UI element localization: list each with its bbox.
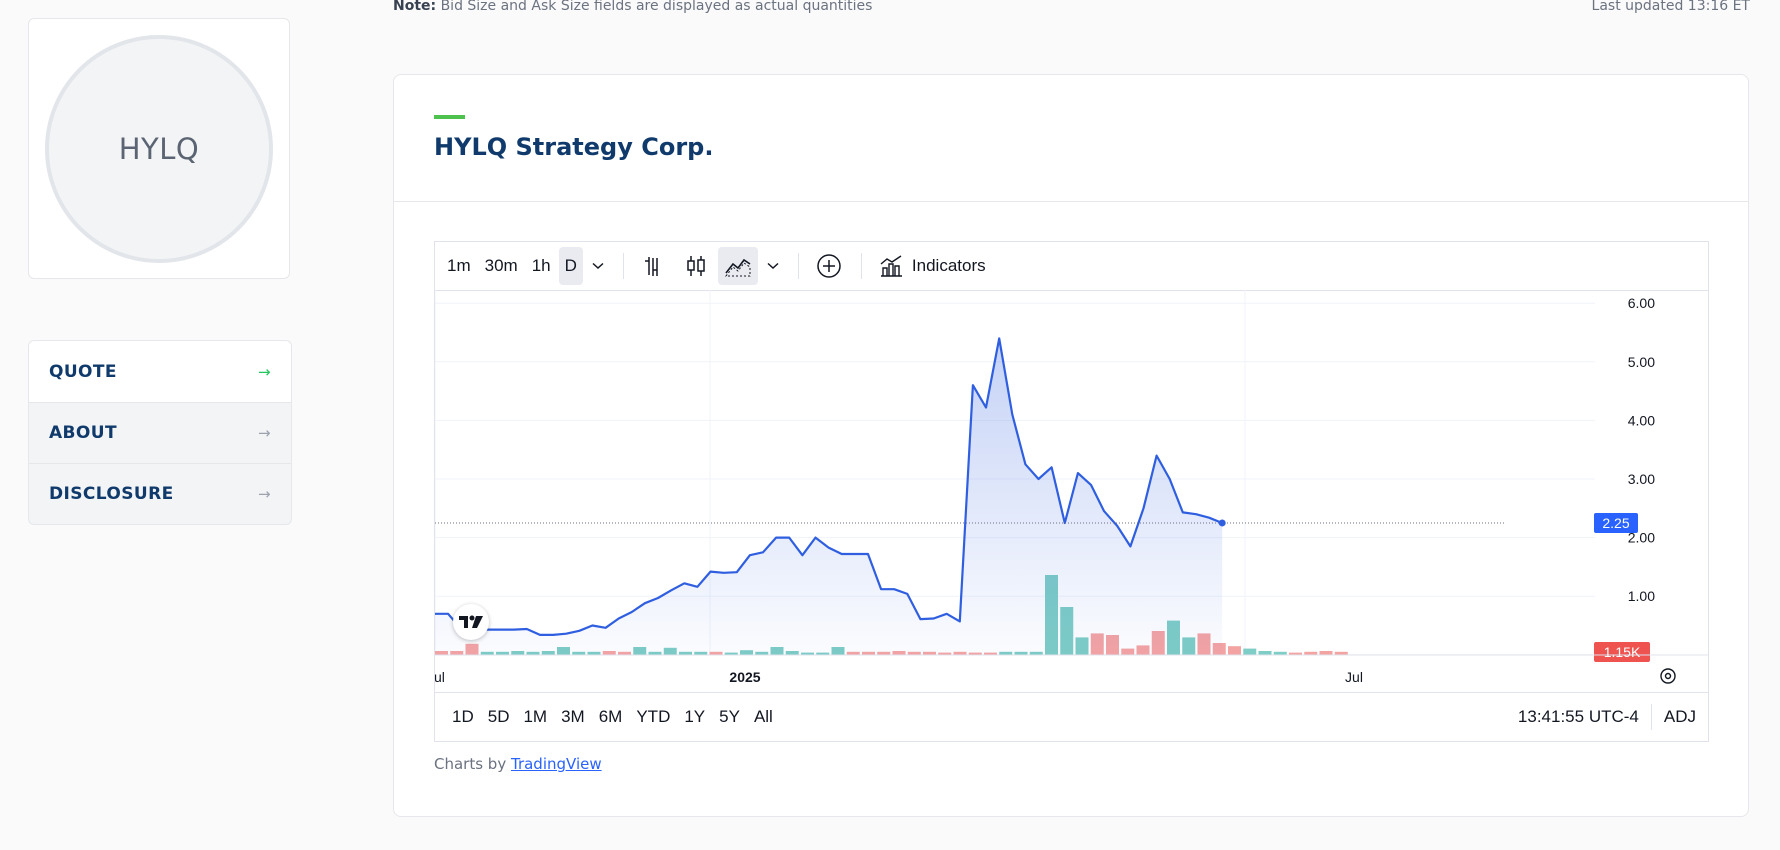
volume-bar	[1258, 651, 1272, 655]
y-tick-label: 5.00	[1628, 354, 1655, 370]
current-time[interactable]: 13:41:55 UTC-4	[1517, 707, 1639, 726]
title-accent	[434, 115, 465, 119]
tradingview-logo-icon	[459, 615, 483, 628]
range-bar: 1D 5D 1M 3M 6M YTD 1Y 5Y All 13:41:55 UT…	[435, 692, 1708, 741]
tradingview-link[interactable]: TradingView	[510, 755, 602, 773]
indicators-icon	[880, 255, 902, 277]
interval-d[interactable]: D	[558, 247, 583, 285]
side-nav: QUOTE → ABOUT → DISCLOSURE →	[28, 340, 292, 525]
company-title: HYLQ Strategy Corp.	[434, 133, 714, 161]
chart-toolbar: 1m 30m 1h D	[435, 242, 1708, 291]
y-tick-label: 4.00	[1628, 412, 1655, 428]
price-area-fill	[435, 338, 1223, 655]
y-tick-label: 2.00	[1628, 530, 1655, 546]
area-chart-type-button[interactable]	[717, 247, 758, 285]
range-6m[interactable]: 6M	[598, 707, 623, 726]
chevron-down-icon	[592, 262, 604, 270]
x-tick-label: Jul	[1345, 669, 1363, 685]
bottom-bar-right: 13:41:55 UTC-4 ADJ	[1518, 704, 1708, 730]
company-logo: HYLQ	[45, 35, 273, 263]
candles-chart-type-button[interactable]	[676, 247, 716, 285]
range-5d[interactable]: 5D	[487, 707, 510, 726]
volume-bar	[1273, 651, 1287, 655]
y-tick-label: 6.00	[1628, 295, 1655, 311]
range-1y[interactable]: 1Y	[684, 707, 706, 726]
y-tick-label: 1.00	[1628, 588, 1655, 604]
chart-credits: Charts by TradingView	[434, 755, 602, 773]
last-price-label: 2.25	[1602, 515, 1629, 531]
settings-gear-icon[interactable]	[1660, 668, 1676, 684]
price-line	[435, 337, 1223, 636]
nav-item-about[interactable]: ABOUT →	[29, 402, 291, 463]
bottom-bar-separator	[1650, 704, 1652, 730]
y-tick-label: 3.00	[1628, 471, 1655, 487]
chart-card: HYLQ Strategy Corp. 1m 30m 1h D	[393, 74, 1749, 817]
range-all[interactable]: All	[753, 707, 773, 726]
last-volume-label: 1.15K	[1604, 644, 1641, 660]
price-chart[interactable]: 1.00 2.00 3.00 4.00 5.00 6.00 2.25 1.15K Jul 2025…	[427, 290, 1708, 690]
chart-type-dropdown[interactable]	[760, 247, 786, 285]
range-5y[interactable]: 5Y	[719, 707, 740, 726]
bar-chart-type-button[interactable]	[634, 247, 674, 285]
nav-item-label: ABOUT	[49, 423, 117, 443]
toolbar-separator	[622, 253, 624, 279]
volume-bar	[1289, 652, 1302, 655]
range-ytd[interactable]: YTD	[636, 707, 671, 726]
tradingview-logo[interactable]	[453, 604, 489, 640]
quantity-note: Note: Bid Size and Ask Size fields are d…	[393, 0, 872, 14]
volume-bar	[1334, 651, 1348, 655]
last-volume-badge	[1594, 642, 1650, 662]
range-1m[interactable]: 1M	[523, 707, 548, 726]
note-text: Bid Size and Ask Size fields are display…	[436, 0, 873, 14]
arrow-right-icon: →	[258, 485, 271, 503]
adj-toggle[interactable]: ADJ	[1663, 707, 1696, 726]
range-1d[interactable]: 1D	[452, 707, 474, 726]
nav-item-label: QUOTE	[49, 361, 117, 382]
chevron-down-icon	[767, 262, 779, 270]
nav-item-label: DISCLOSURE	[49, 484, 174, 504]
interval-1m[interactable]: 1m	[447, 256, 471, 275]
credits-prefix: Charts by	[434, 755, 511, 773]
interval-1h[interactable]: 1h	[531, 256, 551, 275]
chart-pane[interactable]: 1.00 2.00 3.00 4.00 5.00 6.00 2.25 1.15K Jul 2025…	[427, 290, 1708, 690]
last-price-dot	[1218, 519, 1226, 527]
area-chart-icon	[724, 258, 751, 277]
volume-bar	[1319, 651, 1333, 655]
toolbar-separator	[797, 253, 799, 279]
indicators-button[interactable]: Indicators	[872, 247, 992, 285]
x-tick-label: Jul	[435, 669, 445, 685]
range-3m[interactable]: 3M	[561, 707, 585, 726]
arrow-right-icon: →	[258, 424, 271, 442]
compare-button[interactable]	[809, 247, 849, 285]
last-updated: Last updated 13:16 ET	[1591, 0, 1750, 14]
arrow-right-icon: →	[258, 362, 271, 381]
tradingview-widget: 1m 30m 1h D	[427, 241, 1709, 742]
divider	[394, 201, 1748, 202]
company-logo-card: HYLQ	[28, 18, 290, 279]
interval-30m[interactable]: 30m	[484, 256, 518, 275]
nav-item-disclosure[interactable]: DISCLOSURE →	[29, 463, 291, 524]
x-tick-label: 2025	[729, 669, 760, 685]
ohlc-bars-icon	[644, 257, 658, 276]
last-price-badge	[1594, 512, 1638, 533]
candlestick-icon	[687, 256, 705, 276]
volume-bar	[1243, 648, 1257, 655]
note-label: Note:	[393, 0, 437, 14]
interval-dropdown[interactable]	[585, 247, 611, 285]
indicators-label: Indicators	[911, 256, 986, 275]
toolbar-separator	[860, 253, 862, 279]
nav-item-quote[interactable]: QUOTE →	[29, 341, 291, 402]
volume-bar	[1228, 646, 1241, 655]
volume-bar	[1304, 651, 1318, 655]
plus-circle-icon	[817, 254, 841, 278]
